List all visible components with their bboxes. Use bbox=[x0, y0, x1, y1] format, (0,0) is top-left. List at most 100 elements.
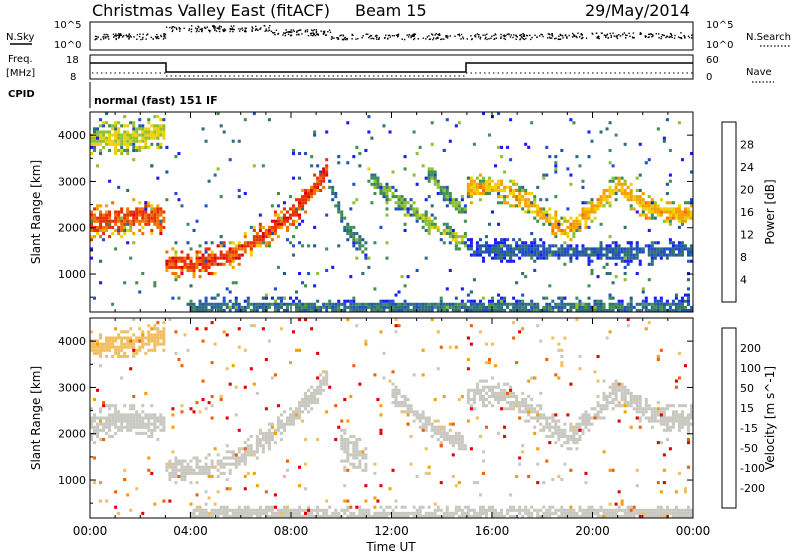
power-cell bbox=[207, 265, 211, 269]
velocity-cell bbox=[159, 413, 163, 417]
power-cell bbox=[403, 222, 407, 226]
power-cell bbox=[626, 198, 630, 202]
noise-point bbox=[297, 29, 299, 32]
velocity-cell bbox=[481, 508, 485, 512]
velocity-cell bbox=[611, 401, 615, 405]
power-cell bbox=[481, 112, 485, 116]
power-cell bbox=[325, 167, 329, 171]
velocity-cell bbox=[258, 441, 262, 445]
power-cell bbox=[421, 164, 425, 168]
noise-point bbox=[540, 33, 542, 36]
noise-point bbox=[196, 29, 198, 31]
noise-point bbox=[470, 35, 472, 37]
power-cell bbox=[608, 204, 612, 208]
velocity-cell bbox=[231, 450, 235, 454]
power-cell bbox=[105, 139, 109, 143]
power-cell bbox=[141, 136, 145, 140]
velocity-cell bbox=[349, 511, 353, 515]
velocity-cell bbox=[668, 428, 672, 432]
power-cell bbox=[611, 179, 615, 183]
power-cell bbox=[150, 210, 154, 214]
power-cell bbox=[319, 176, 323, 180]
power-cell bbox=[533, 244, 537, 248]
velocity-cell bbox=[403, 511, 407, 515]
power-cell bbox=[397, 207, 401, 211]
power-cell bbox=[147, 213, 151, 217]
velocity-cell bbox=[111, 422, 115, 426]
velocity-cell bbox=[346, 438, 350, 442]
velocity-cell bbox=[620, 514, 624, 518]
power-cell bbox=[599, 308, 603, 312]
power-cell bbox=[647, 244, 651, 248]
velocity-cell bbox=[108, 425, 112, 429]
power-cell bbox=[614, 176, 618, 180]
velocity-cell bbox=[343, 444, 347, 448]
power-cell bbox=[120, 148, 124, 152]
velocity-cell bbox=[539, 404, 543, 408]
noise-point bbox=[566, 37, 568, 39]
noise-point bbox=[476, 33, 479, 35]
power-cell bbox=[599, 244, 603, 248]
power-cell bbox=[216, 293, 220, 297]
power-cell bbox=[611, 256, 615, 260]
power-cell bbox=[500, 299, 504, 303]
power-cell bbox=[665, 118, 669, 122]
velocity-cell bbox=[596, 416, 600, 420]
power-cell bbox=[93, 136, 97, 140]
power-cell bbox=[518, 244, 522, 248]
power-cell bbox=[533, 305, 537, 309]
velocity-cell bbox=[180, 468, 184, 472]
velocity-cell bbox=[608, 511, 612, 515]
power-cell bbox=[590, 272, 594, 276]
power-cell bbox=[370, 173, 374, 177]
velocity-cell bbox=[536, 447, 540, 451]
velocity-cell bbox=[207, 468, 211, 472]
power-cell bbox=[183, 256, 187, 260]
power-cell bbox=[503, 250, 507, 254]
power-cell bbox=[189, 259, 193, 263]
velocity-cell bbox=[581, 431, 585, 435]
velocity-cell bbox=[472, 401, 476, 405]
power-cell bbox=[216, 305, 220, 309]
power-cell bbox=[141, 216, 145, 220]
velocity-cell bbox=[114, 348, 118, 352]
noise-point bbox=[340, 34, 342, 36]
noise-point bbox=[208, 29, 210, 31]
noise-point bbox=[473, 35, 476, 37]
power-cell bbox=[677, 216, 681, 220]
velocity-cell bbox=[108, 348, 112, 352]
velocity-cell bbox=[662, 468, 666, 472]
power-cell bbox=[674, 253, 678, 257]
power-cell bbox=[144, 213, 148, 217]
noise-point bbox=[191, 25, 193, 27]
velocity-cell bbox=[355, 465, 359, 469]
noise-point bbox=[270, 30, 273, 32]
power-cell bbox=[689, 244, 694, 248]
power-cell bbox=[448, 198, 452, 202]
power-cell bbox=[388, 299, 392, 303]
power-cell bbox=[506, 302, 510, 306]
power-cell bbox=[484, 305, 488, 309]
power-cell bbox=[527, 145, 531, 149]
power-cell bbox=[403, 308, 407, 312]
noise-point bbox=[243, 30, 246, 32]
velocity-cell bbox=[273, 511, 277, 515]
noise-point bbox=[376, 36, 378, 39]
velocity-cell bbox=[665, 416, 669, 420]
power-cell bbox=[108, 136, 112, 140]
power-cell bbox=[478, 299, 482, 303]
velocity-cell bbox=[159, 336, 163, 340]
power-cell bbox=[430, 142, 434, 146]
power-cell bbox=[174, 275, 178, 279]
power-cell bbox=[403, 204, 407, 208]
power-cell bbox=[560, 302, 564, 306]
power-cell bbox=[120, 219, 124, 223]
velocity-cell bbox=[261, 434, 265, 438]
power-cell bbox=[442, 228, 446, 232]
noise-point bbox=[446, 37, 449, 39]
velocity-cell bbox=[460, 514, 464, 518]
velocity-cell bbox=[683, 364, 687, 368]
power-cell bbox=[198, 305, 202, 309]
power-cell bbox=[686, 253, 690, 257]
power-cell bbox=[264, 244, 268, 248]
